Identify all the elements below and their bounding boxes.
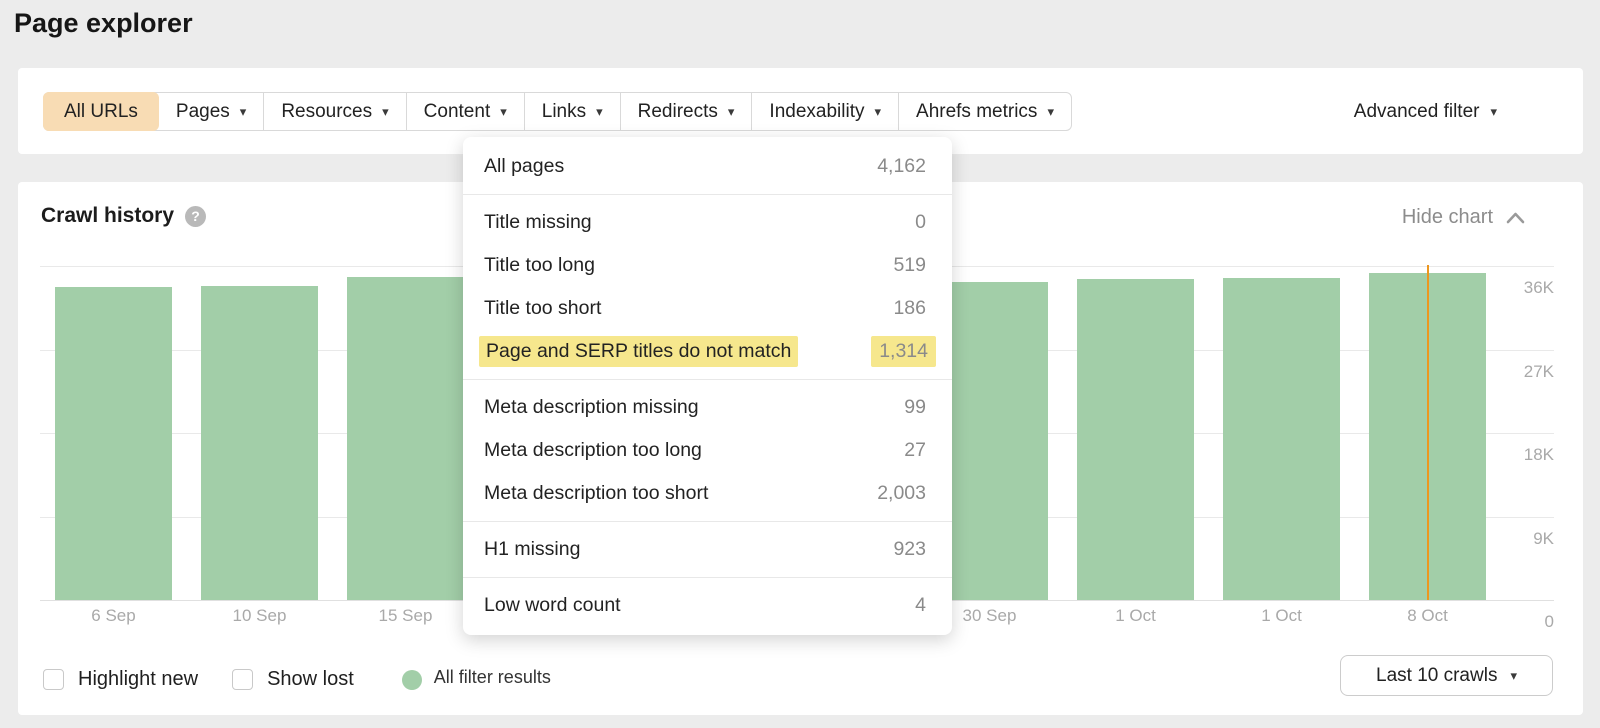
filter-label: Pages (175, 100, 230, 122)
filter-label: Ahrefs metrics (916, 100, 1038, 122)
x-axis-tick-label: 30 Sep (962, 606, 1017, 625)
filter-label: Links (541, 100, 587, 122)
show-lost-checkbox[interactable] (232, 669, 254, 690)
dropdown-item-count: 923 (893, 538, 926, 560)
dropdown-item-count: 4,162 (877, 155, 926, 177)
filter-label: Content (423, 100, 491, 122)
dropdown-item-label: H1 missing (484, 538, 581, 560)
caret-down-icon: ▾ (1510, 668, 1517, 683)
crawl-range-label: Last 10 crawls (1376, 664, 1498, 686)
legend-dot-icon (401, 669, 422, 690)
chart-title-text: Crawl history (41, 204, 175, 227)
dropdown-item-label: Title too long (484, 254, 595, 276)
show-lost-label: Show lost (267, 668, 354, 690)
dropdown-group: Title missing 0 Title too long 519 Title too… (463, 194, 952, 379)
caret-down-icon: ▾ (874, 104, 882, 119)
advanced-filter-button[interactable]: Advanced filter ▾ (1354, 92, 1497, 131)
caret-down-icon: ▾ (239, 104, 247, 119)
caret-down-icon: ▾ (1047, 104, 1054, 119)
dropdown-item-count: 519 (893, 254, 926, 276)
dropdown-item-count: 1,314 (871, 336, 936, 367)
filter-indexability[interactable]: Indexability ▾ (752, 93, 900, 130)
filter-label: Resources (281, 100, 373, 122)
crawl-range-button[interactable]: Last 10 crawls ▾ (1340, 655, 1553, 696)
caret-down-icon: ▾ (1490, 104, 1497, 119)
x-axis-tick-label: 1 Oct (1115, 606, 1156, 625)
y-axis-tick-label: 9K (1533, 528, 1554, 548)
filter-label: Indexability (769, 100, 865, 122)
filter-links[interactable]: Links ▾ (525, 93, 621, 130)
filter-content[interactable]: Content ▾ (407, 93, 525, 130)
caret-down-icon: ▾ (596, 104, 603, 119)
x-axis-tick-label: 6 Sep (91, 606, 136, 625)
help-icon[interactable]: ? (185, 205, 207, 227)
dropdown-item[interactable]: Meta description missing 99 (463, 386, 952, 429)
y-axis-tick-label: 18K (1523, 445, 1554, 464)
dropdown-group: Low word count 4 (463, 577, 952, 633)
y-axis-tick-label: 0 (1544, 612, 1554, 631)
filter-resources[interactable]: Resources ▾ (264, 93, 407, 130)
advanced-filter-label: Advanced filter (1353, 100, 1480, 122)
x-axis-tick-label: 8 Oct (1407, 606, 1448, 625)
crawl-bar[interactable] (201, 286, 318, 600)
filter-toolbar: All URLs Pages ▾ Resources ▾ Content ▾ Links ▾ Re… (18, 68, 1583, 154)
chart-controls: Highlight new Show lost All filter resul… (43, 667, 551, 691)
crawl-bar[interactable] (1223, 278, 1340, 600)
y-axis-tick-label: 36K (1523, 278, 1554, 297)
dropdown-item-label: Low word count (484, 594, 621, 616)
dropdown-item[interactable]: Meta description too short 2,003 (463, 472, 952, 515)
caret-down-icon: ▾ (727, 104, 735, 119)
x-axis-tick-label: 1 Oct (1261, 606, 1302, 625)
x-axis-tick-label: 10 Sep (232, 606, 287, 625)
dropdown-item[interactable]: Title too short 186 (463, 287, 952, 330)
crawl-bar[interactable] (347, 277, 464, 600)
hide-chart-button[interactable]: Hide chart (1402, 206, 1525, 229)
dropdown-item-label: Meta description too long (484, 439, 702, 461)
crawl-bar[interactable] (1077, 278, 1194, 600)
legend-label: All filter results (433, 667, 551, 687)
filter-redirects[interactable]: Redirects ▾ (621, 93, 753, 130)
dropdown-item-label: Page and SERP titles do not match (479, 336, 799, 367)
dropdown-item-count: 4 (915, 594, 926, 616)
dropdown-item-count: 186 (893, 297, 926, 319)
dropdown-item-label: Meta description too short (484, 482, 709, 504)
filter-ahrefs-metrics[interactable]: Ahrefs metrics ▾ (899, 93, 1071, 130)
hide-chart-label: Hide chart (1401, 206, 1493, 228)
dropdown-item-label: All pages (484, 155, 565, 177)
dropdown-item[interactable]: All pages 4,162 (463, 145, 952, 188)
chevron-up-icon (1506, 212, 1525, 223)
filter-all-urls[interactable]: All URLs (43, 92, 159, 131)
highlight-new-checkbox[interactable] (43, 669, 64, 690)
caret-down-icon: ▾ (382, 104, 389, 119)
dropdown-item[interactable]: Title too long 519 (463, 244, 952, 287)
x-axis-tick-label: 15 Sep (378, 606, 433, 625)
dropdown-item[interactable]: Title missing 0 (463, 201, 952, 244)
dropdown-group: H1 missing 923 (463, 521, 952, 577)
dropdown-item[interactable]: Meta description too long 27 (463, 429, 952, 472)
filter-label: Redirects (637, 100, 718, 122)
filter-pages[interactable]: Pages ▾ (159, 93, 265, 130)
filter-label: All URLs (64, 100, 138, 122)
dropdown-group: Meta description missing 99 Meta descripti… (463, 379, 952, 521)
dropdown-item-count: 2,003 (877, 482, 926, 504)
chart-title: Crawl history ? (41, 204, 207, 228)
y-axis-tick-label: 27K (1523, 361, 1554, 381)
content-filter-dropdown: All pages 4,162 Title missing 0 Title too lo… (463, 137, 952, 635)
page-title: Page explorer (14, 8, 193, 38)
dropdown-item-count: 99 (904, 396, 926, 418)
dropdown-item-label: Meta description missing (484, 396, 699, 418)
dropdown-item[interactable]: Low word count 4 (463, 584, 952, 627)
dropdown-item-label: Title too short (484, 297, 602, 319)
dropdown-item-count: 0 (915, 211, 926, 233)
caret-down-icon: ▾ (500, 104, 507, 119)
dropdown-item-label: Title missing (484, 211, 592, 233)
highlight-new-label: Highlight new (78, 668, 199, 690)
filter-group: All URLs Pages ▾ Resources ▾ Content ▾ Links ▾ Re… (43, 92, 1072, 131)
dropdown-group: All pages 4,162 (463, 139, 952, 194)
crawl-bar[interactable] (55, 287, 172, 600)
selected-crawl-marker-line (1426, 265, 1429, 600)
dropdown-item[interactable]: Page and SERP titles do not match 1,314 (463, 330, 952, 373)
dropdown-item[interactable]: H1 missing 923 (463, 528, 952, 571)
dropdown-item-count: 27 (904, 439, 926, 461)
